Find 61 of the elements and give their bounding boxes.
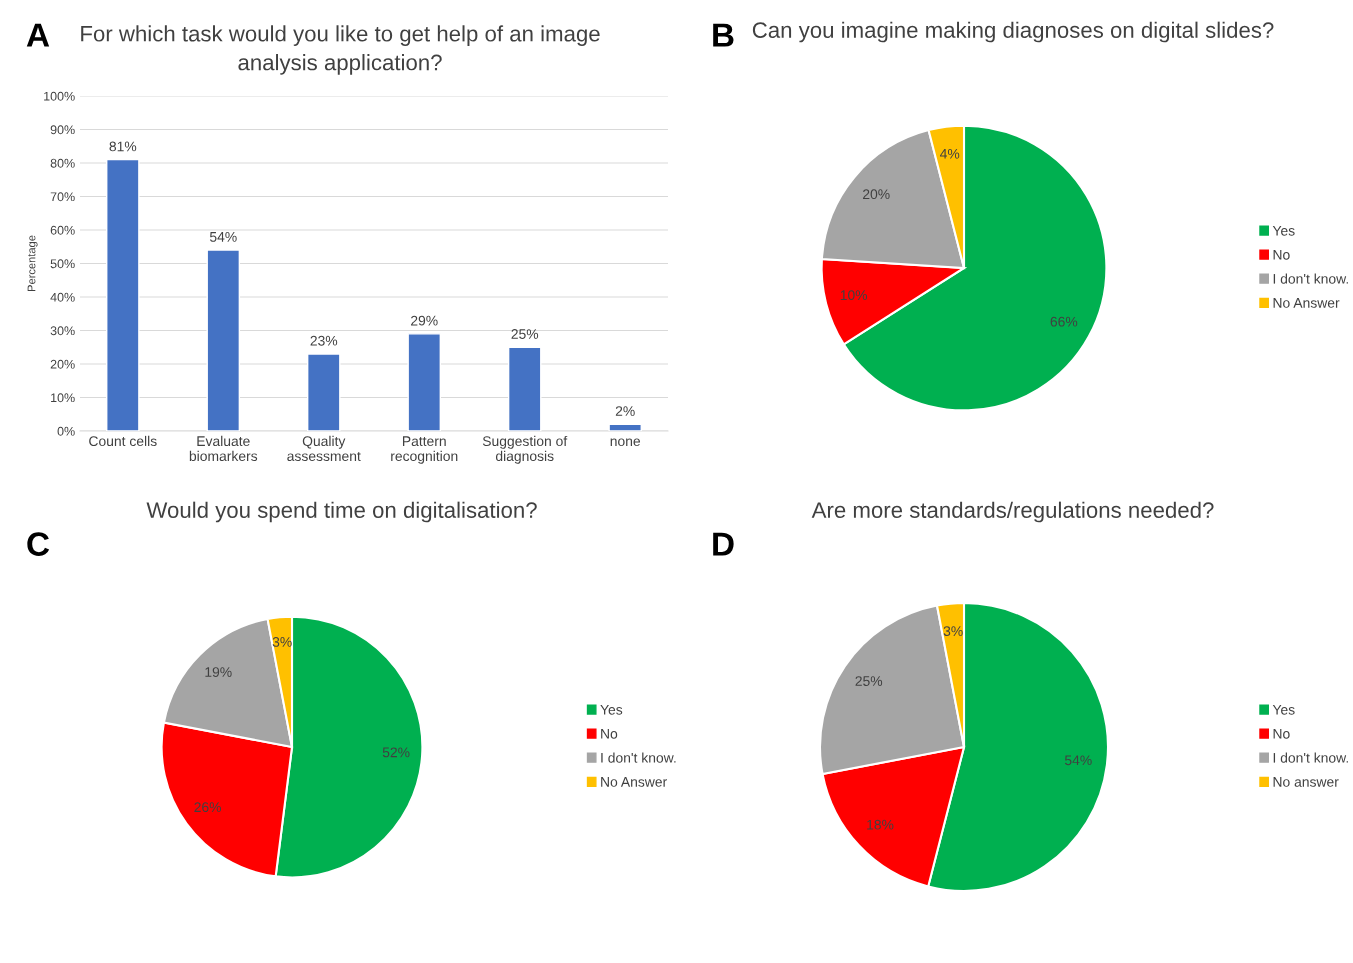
x-tick-label: Count cells	[89, 435, 157, 447]
legend-label: Yes	[1272, 704, 1295, 715]
y-axis-title: Percentage	[27, 235, 38, 291]
data-label: 66%	[1050, 316, 1078, 327]
y-tick-label: 50%	[50, 259, 75, 269]
data-label: 25%	[855, 676, 883, 686]
bar	[206, 249, 241, 431]
legend-label: No Answer	[1273, 298, 1340, 308]
y-tick-label: 60%	[50, 225, 75, 235]
data-label: 52%	[382, 747, 410, 758]
data-label: 18%	[867, 819, 894, 830]
data-label: 19%	[205, 667, 232, 677]
x-tick-label: Quality assessment	[287, 435, 361, 462]
y-tick-label: 20%	[50, 359, 75, 369]
y-tick-label: 100%	[44, 91, 75, 101]
data-label: 29%	[411, 315, 438, 326]
data-label: 26%	[194, 802, 222, 813]
x-tick-label: Pattern recognition	[391, 436, 458, 464]
x-tick-label: Evaluate biomarkers	[189, 435, 258, 462]
chart-title: For which task would you like to get help of an image analysis application?	[81, 25, 600, 75]
text: D	[713, 532, 734, 556]
legend-label: I don't know.	[1273, 273, 1348, 284]
text: A	[26, 23, 50, 47]
y-tick-label: 10%	[51, 393, 75, 403]
bar	[306, 353, 341, 431]
y-tick-label: 80%	[50, 158, 75, 168]
data-label: 81%	[109, 141, 137, 152]
data-label: 25%	[511, 329, 539, 339]
legend-label: I don't know.	[601, 752, 676, 763]
y-tick-label: 40%	[50, 292, 75, 302]
legend-label: No	[601, 729, 618, 739]
y-tick-label: 70%	[50, 192, 75, 202]
legend-label: No answer	[1273, 777, 1339, 787]
data-label: 2%	[615, 406, 635, 416]
chart-title: Can you imagine making diagnoses on digital slides?	[752, 21, 1274, 43]
legend-label: Yes	[1272, 225, 1295, 236]
data-label: 10%	[840, 290, 868, 301]
chart-title: Are more standards/regulations needed?	[811, 501, 1214, 523]
legend-label: I don't know.	[1273, 752, 1348, 763]
legend-label: Yes	[600, 704, 623, 715]
data-label: 3%	[943, 626, 963, 637]
x-tick-label: none	[610, 438, 641, 447]
bar	[507, 346, 542, 431]
data-label: 54%	[1064, 755, 1092, 766]
y-tick-label: 0%	[57, 426, 75, 436]
data-label: 23%	[310, 335, 338, 346]
x-tick-label: Suggestion of diagnosis	[482, 435, 568, 464]
bar	[608, 423, 642, 431]
legend-label: No	[1273, 729, 1290, 739]
legend-label: No	[1273, 250, 1290, 260]
text: C	[27, 532, 50, 556]
bar	[106, 158, 140, 431]
legend-label: No Answer	[601, 777, 667, 787]
y-tick-label: 90%	[50, 125, 75, 135]
data-label: 54%	[209, 232, 237, 242]
data-label: 20%	[863, 189, 890, 200]
text: B	[713, 23, 734, 47]
bar	[407, 333, 442, 431]
data-label: 4%	[940, 148, 960, 159]
y-tick-label: 30%	[50, 326, 75, 336]
chart-title: Would you spend time on digitalisation?	[146, 501, 537, 523]
